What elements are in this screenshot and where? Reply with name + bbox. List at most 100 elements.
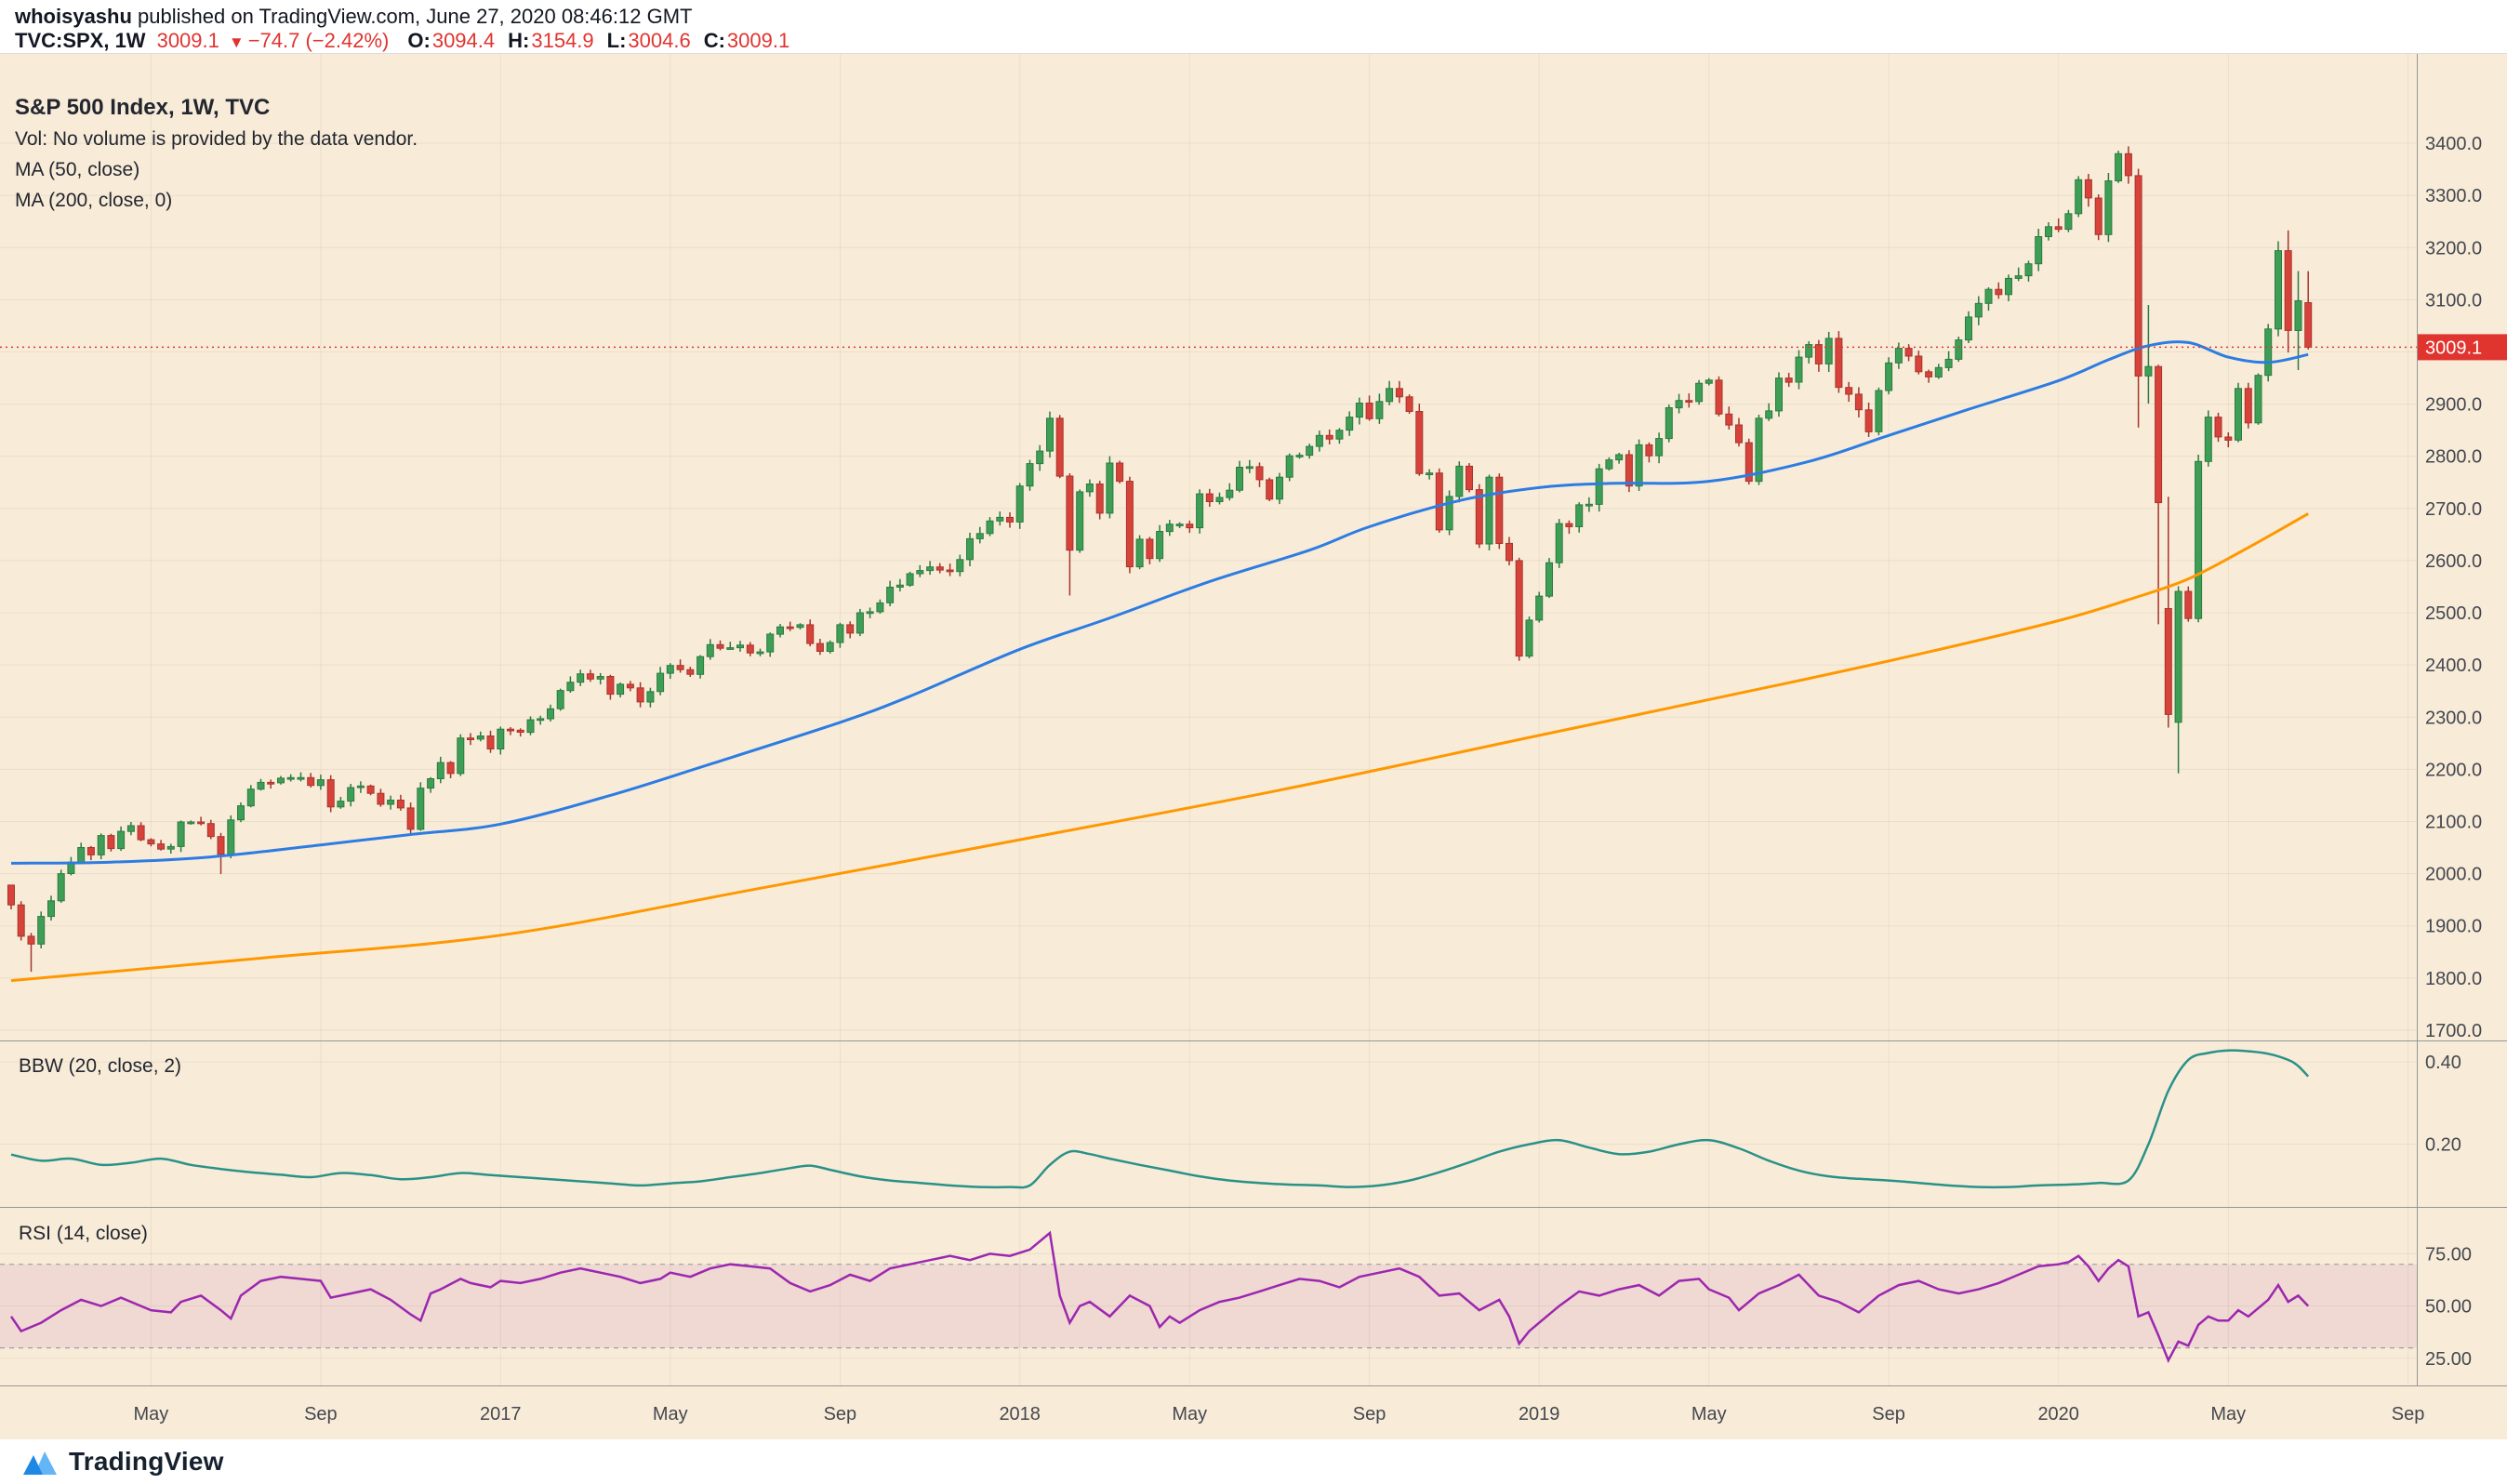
candle-body [1735,424,1743,444]
candle-body [1744,442,1753,483]
open-value: 3094.4 [431,29,496,52]
candle-body [1066,475,1074,551]
candle-body [1585,503,1593,507]
candle-body [1466,465,1473,491]
candle-body [2284,250,2292,331]
candle-body [377,792,385,805]
time-tick-label: Sep [1872,1404,1905,1424]
ma50-line [10,340,2309,865]
candle-body [157,843,166,850]
price-tick-label: 2700.0 [2425,499,2482,520]
candle-body [986,520,994,535]
candle-body [1485,476,1493,545]
candle-body [1864,409,1873,432]
candle-body [1704,379,1713,384]
candle-body [1395,388,1403,398]
candle-body [187,821,195,825]
time-tick-label: 2019 [1519,1404,1560,1424]
candle-body [1255,466,1264,481]
time-tick-label: Sep [1353,1404,1386,1424]
candle-body [1854,393,1863,411]
candle-body [1365,403,1373,419]
time-tick-label: May [2210,1404,2246,1424]
candle-body [1196,493,1204,529]
candle-body [457,737,465,775]
candle-body [1605,459,1613,470]
candle-body [387,800,395,805]
candle-body [1565,523,1573,528]
candle-body [2294,300,2302,331]
brand-name[interactable]: TradingView [69,1447,224,1476]
candle-body [1535,595,1544,621]
price-tick-label: 2500.0 [2425,603,2482,624]
candle-body [1974,302,1983,318]
candle-body [926,566,935,572]
candle-body [117,830,126,850]
candle-body [816,643,824,652]
candle-body [366,785,375,794]
time-tick-label: May [1691,1404,1727,1424]
price-tick-label: 2600.0 [2425,551,2482,572]
time-tick-label: May [134,1404,169,1424]
candle-body [1784,378,1793,383]
candle-body [577,673,585,683]
candle-body [1226,489,1234,498]
candle-body [7,884,15,906]
time-tick-label: May [1172,1404,1207,1424]
time-axis-labels[interactable]: May Sep 2017 May Sep 2018 May Sep 2019 May Sep 2020… [134,1404,2425,1424]
candle-body [126,825,135,832]
candle-body [1824,338,1833,364]
candle-body [1925,371,1933,378]
header: whoisyashu published on TradingView.com,… [0,0,2507,53]
candle-body [2244,388,2252,424]
last-price-badge-text: 3009.1 [2425,338,2482,358]
candle-body [895,584,904,588]
low-label: L: [606,29,627,52]
candle-body [1455,465,1464,497]
candle-body [617,683,625,696]
candle-body [507,728,514,732]
candle-body [197,821,206,825]
candle-body [1046,417,1054,452]
price-tick-label: 2800.0 [2425,447,2482,468]
time-tick-label: 2020 [2037,1404,2079,1424]
time-tick-label: Sep [304,1404,338,1424]
candle-body [906,573,914,586]
candle-body [2024,263,2033,277]
candle-body [1495,476,1504,545]
grid-layer [0,53,2417,1385]
price-tick-label: 2400.0 [2425,656,2482,676]
candle-body [1315,434,1323,447]
candle-body [1965,316,1972,341]
candles-layer [7,146,2313,973]
candle-body [1944,358,1953,368]
candle-body [1625,454,1633,487]
price-change: −74.7 (−2.42%) [247,29,390,52]
price-axis-labels[interactable]: 3400.03300.03200.03100.03000.02900.02800… [2425,134,2482,1370]
candle-body [1335,430,1344,440]
chart-area[interactable]: 3400.03300.03200.03100.03000.02900.02800… [0,53,2507,1439]
candle-body [1405,396,1413,412]
high-label: H: [508,29,530,52]
candle-body [326,779,335,808]
candle-body [2224,436,2233,441]
candle-body [2144,365,2153,377]
price-tick-label: 2000.0 [2425,865,2482,885]
candle-body [826,642,834,652]
tradingview-logo-icon[interactable] [22,1447,60,1477]
candle-body [1006,516,1014,523]
candle-body [1076,491,1084,551]
candle-body [946,569,954,573]
candle-body [1276,476,1283,500]
candle-body [1445,496,1453,531]
candle-body [1205,493,1214,503]
candle-body [766,633,775,653]
candle-body [406,807,415,830]
candle-body [1675,400,1683,409]
candle-body [1995,288,2003,296]
candle-body [277,777,285,784]
candle-body [1894,348,1903,364]
candle-body [756,651,764,655]
candle-body [2035,236,2043,265]
chart-canvas[interactable]: 3400.03300.03200.03100.03000.02900.02800… [0,53,2507,1439]
